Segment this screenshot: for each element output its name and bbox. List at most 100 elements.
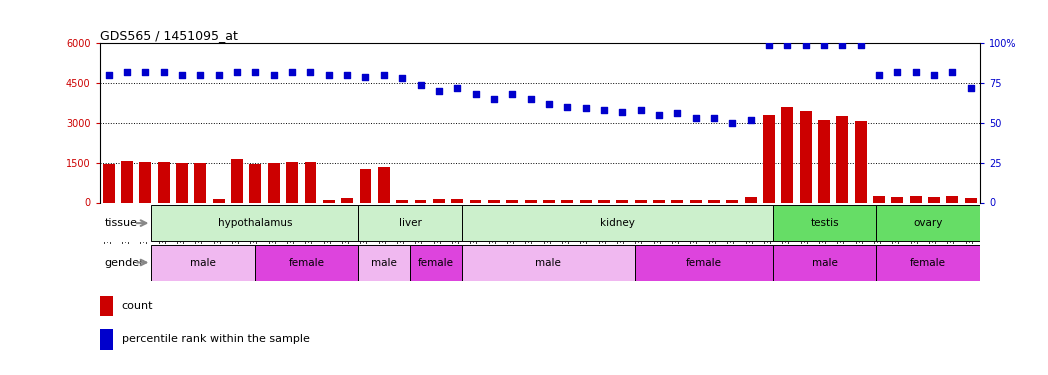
Bar (635, 244, 772, 280)
Bar (305, 162, 316, 202)
Bar (708, 200, 720, 202)
Point (962, 85, 979, 91)
Point (908, 69, 924, 75)
Bar (462, 205, 772, 241)
Bar (158, 162, 170, 202)
Point (394, 75, 411, 81)
Bar (232, 159, 243, 203)
Point (431, 88, 447, 94)
Point (101, 72, 117, 78)
Bar (836, 116, 848, 202)
Bar (818, 120, 830, 202)
Bar (635, 200, 647, 202)
Bar (358, 244, 410, 280)
Text: male: male (536, 258, 562, 267)
Point (834, 42, 851, 48)
Text: count: count (122, 301, 153, 310)
Point (247, 69, 264, 75)
Point (504, 91, 521, 97)
Bar (745, 197, 757, 202)
Bar (855, 122, 867, 202)
Bar (415, 200, 427, 202)
Bar (598, 200, 610, 202)
Bar (580, 200, 591, 202)
Point (321, 72, 337, 78)
Bar (772, 244, 876, 280)
Point (375, 72, 392, 78)
Bar (249, 164, 261, 202)
Bar (176, 163, 188, 202)
Bar (462, 244, 635, 280)
Point (449, 85, 465, 91)
Point (779, 42, 795, 48)
Bar (151, 205, 358, 241)
Bar (103, 164, 114, 202)
Bar (195, 163, 206, 202)
Bar (690, 200, 701, 202)
Point (412, 82, 429, 88)
Point (595, 107, 612, 113)
Text: gender: gender (105, 258, 145, 267)
Point (669, 110, 685, 116)
Point (265, 72, 282, 78)
Bar (323, 200, 334, 202)
Text: hypothalamus: hypothalamus (218, 218, 292, 228)
Bar (782, 107, 793, 202)
Bar (876, 244, 980, 280)
Bar (151, 244, 255, 280)
Bar (342, 198, 353, 202)
Bar (876, 205, 980, 241)
Bar (525, 200, 537, 202)
Point (284, 69, 301, 75)
Bar (672, 200, 683, 202)
Point (705, 115, 722, 121)
Point (925, 72, 942, 78)
Text: kidney: kidney (599, 218, 635, 228)
Bar (100, 244, 151, 280)
Text: female: female (288, 258, 325, 267)
Text: percentile rank within the sample: percentile rank within the sample (122, 334, 309, 344)
Bar (268, 163, 280, 202)
Point (632, 107, 649, 113)
Text: female: female (418, 258, 454, 267)
Point (467, 91, 484, 97)
Point (651, 112, 668, 118)
Point (137, 69, 154, 75)
Bar (470, 200, 481, 202)
Bar (892, 196, 903, 202)
Bar (562, 200, 573, 202)
Bar (543, 200, 554, 202)
Bar (946, 196, 958, 202)
Text: testis: testis (810, 218, 838, 228)
Bar (139, 162, 151, 202)
Point (174, 72, 191, 78)
Text: tissue: tissue (105, 218, 137, 228)
Bar (772, 205, 876, 241)
Text: male: male (190, 258, 216, 267)
Bar (726, 200, 738, 202)
Bar (506, 200, 518, 202)
Point (541, 101, 558, 107)
Bar (929, 197, 940, 202)
Point (211, 72, 227, 78)
Point (742, 117, 759, 123)
Point (687, 115, 704, 121)
Text: female: female (910, 258, 946, 267)
Bar (488, 200, 500, 202)
Text: GDS565 / 1451095_at: GDS565 / 1451095_at (100, 29, 238, 42)
Point (522, 96, 539, 102)
Point (889, 69, 905, 75)
Text: male: male (811, 258, 837, 267)
Text: ovary: ovary (914, 218, 943, 228)
Point (357, 74, 374, 80)
Point (614, 109, 631, 115)
Bar (800, 111, 811, 202)
Bar (100, 296, 113, 316)
Text: liver: liver (399, 218, 421, 228)
Text: male: male (371, 258, 397, 267)
Point (852, 42, 869, 48)
Point (118, 69, 135, 75)
Point (798, 42, 814, 48)
Bar (452, 198, 463, 202)
Bar (213, 200, 224, 202)
